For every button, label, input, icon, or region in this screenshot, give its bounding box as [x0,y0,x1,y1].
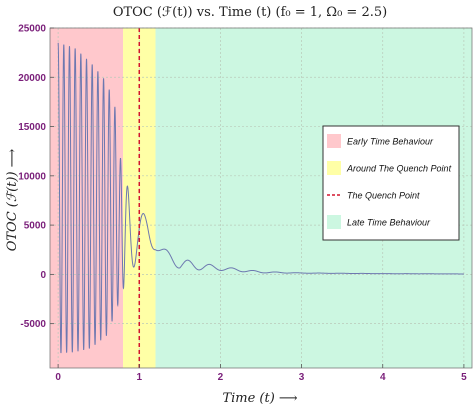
y-tick-label-1: 0 [40,270,46,281]
legend-swatch-4 [327,215,341,229]
x-tick-label-3: 3 [299,372,305,383]
axes [49,27,473,369]
tick-labels: 0 1 2 3 4 5 -5000 0 5000 10000 15000 20000 25000 [18,24,467,384]
plot-frame [49,27,473,369]
y-tick-label-5: 20000 [18,73,46,84]
legend-label-1: Early Time Behaviour [347,137,434,147]
y-axis-label: OTOC (ℱ(t)) ⟶ [5,148,20,251]
x-tick-label-4: 4 [380,372,386,383]
y-tick-label-0: -5000 [20,319,46,330]
legend-box [322,125,460,241]
data-series [57,42,464,354]
chart-title: OTOC (ℱ(t)) vs. Time (t) (f₀ = 1, Ω₀ = 2… [113,5,387,20]
otoc-series-line [57,42,464,354]
x-axis-label: Time (t) ⟶ [222,391,297,406]
x-tick-label-5: 5 [461,372,467,383]
legend-swatch-2 [327,161,341,175]
x-tick-label-2: 2 [218,372,224,383]
y-tick-label-3: 10000 [18,171,46,182]
legend-swatch-1 [327,134,341,148]
y-tick-label-4: 15000 [18,122,46,133]
x-tick-label-0: 0 [55,372,61,383]
y-tick-label-6: 25000 [18,24,46,35]
legend-label-2: Around The Quench Point [346,164,452,174]
y-tick-label-2: 5000 [24,221,47,232]
x-tick-label-1: 1 [136,372,142,383]
legend-label-4: Late Time Behaviour [347,218,431,228]
legend: Early Time Behaviour Around The Quench Po… [322,125,460,241]
legend-label-3: The Quench Point [347,191,420,201]
